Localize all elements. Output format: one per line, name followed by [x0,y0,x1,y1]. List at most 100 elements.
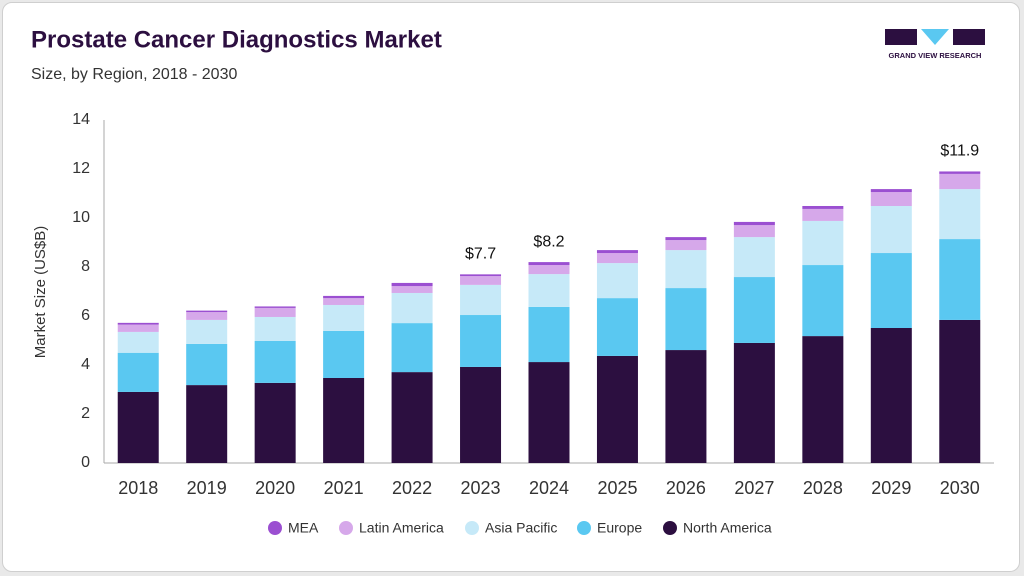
bar-segment [528,306,570,363]
legend-swatch [577,521,591,535]
bar-segment [323,330,365,378]
bar-segment [733,237,775,278]
x-tick-label: 2030 [940,478,980,498]
bar-segment [117,352,159,392]
bar-segment [528,265,570,275]
legend-label: Europe [597,520,642,536]
bar-segment [254,316,296,341]
bar-segment [939,173,981,190]
x-tick-label: 2028 [803,478,843,498]
bar-segment [939,239,981,320]
brand: GRAND VIEW RESEARCH [889,51,982,60]
bar-segment [802,265,844,337]
bar-segment [528,362,570,463]
bar-segment [186,343,228,386]
bar-segment [528,274,570,307]
bar-segment [802,220,844,266]
x-tick-label: 2019 [187,478,227,498]
bar-segment [460,274,502,277]
x-tick-label: 2024 [529,478,569,498]
bar-segment [391,372,433,463]
bar-segment [323,295,365,299]
legend-swatch [268,521,282,535]
y-tick-label: 12 [72,160,90,177]
bar-segment [460,284,502,316]
bar-segment [733,342,775,463]
x-tick-label: 2022 [392,478,432,498]
bar-segment [460,366,502,463]
legend-label: MEA [288,520,319,536]
legend-swatch [339,521,353,535]
bar-segment [391,292,433,324]
bar-segment [665,240,707,251]
bar-segment [186,312,228,320]
chart: Prostate Cancer Diagnostics Market Size,… [31,26,994,536]
x-tick-label: 2026 [666,478,706,498]
bar-segment [596,253,638,264]
y-axis-label: Market Size (US$B) [32,226,49,359]
y-tick-label: 8 [81,258,90,275]
bar-segment [870,328,912,463]
bar-segment [802,205,844,209]
logo-chevron [921,29,949,45]
bar-segment [391,282,433,287]
x-tick-label: 2025 [597,478,637,498]
y-tick-label: 10 [72,209,90,226]
bar-segment [939,189,981,240]
bar-segment [186,310,228,313]
bar-segment [117,391,159,463]
bar-segment [939,171,981,174]
bar-segment [254,382,296,463]
chart-title: Prostate Cancer Diagnostics Market [31,26,442,53]
x-tick-label: 2020 [255,478,295,498]
bar-segment [596,298,638,356]
bar-segment [733,225,775,238]
logo-block [885,29,917,45]
y-tick-label: 4 [81,356,90,373]
bar-segment [186,319,228,344]
bar-segment [186,385,228,463]
legend-label: North America [683,520,772,536]
bar-segment [596,263,638,299]
bar-segment [254,340,296,383]
legend-label: Asia Pacific [485,520,557,536]
legend-swatch [663,521,677,535]
bar-segment [254,306,296,308]
bar-segment [665,350,707,463]
x-tick-label: 2018 [118,478,158,498]
bar-segment [733,221,775,226]
total-label: $11.9 [940,143,979,160]
bar-segment [665,250,707,289]
y-tick-label: 14 [72,111,90,128]
bar-segment [117,331,159,353]
bar-segment [802,336,844,463]
bar-segment [254,307,296,317]
legend-swatch [465,521,479,535]
x-tick-label: 2027 [734,478,774,498]
bar-segment [460,315,502,367]
bar-segment [870,192,912,206]
x-tick-label: 2021 [324,478,364,498]
bar-segment [939,319,981,463]
bar-segment [665,288,707,351]
chart-subtitle: Size, by Region, 2018 - 2030 [31,66,237,83]
logo-block [953,29,985,45]
bar-segment [870,253,912,329]
bar-segment [596,250,638,254]
bar-segment [323,304,365,331]
bar-segment [117,322,159,325]
bar-segment [802,208,844,221]
x-tick-label: 2023 [461,478,501,498]
bar-segment [323,377,365,463]
bar-segment [870,205,912,254]
bar-segment [323,298,365,305]
y-tick-label: 6 [81,307,90,324]
x-tick-label: 2029 [871,478,911,498]
bar-segment [870,189,912,193]
bar-segment [528,262,570,266]
logo: GRAND VIEW RESEARCH [885,29,985,60]
bar-segment [391,286,433,293]
total-label: $7.7 [465,246,496,263]
